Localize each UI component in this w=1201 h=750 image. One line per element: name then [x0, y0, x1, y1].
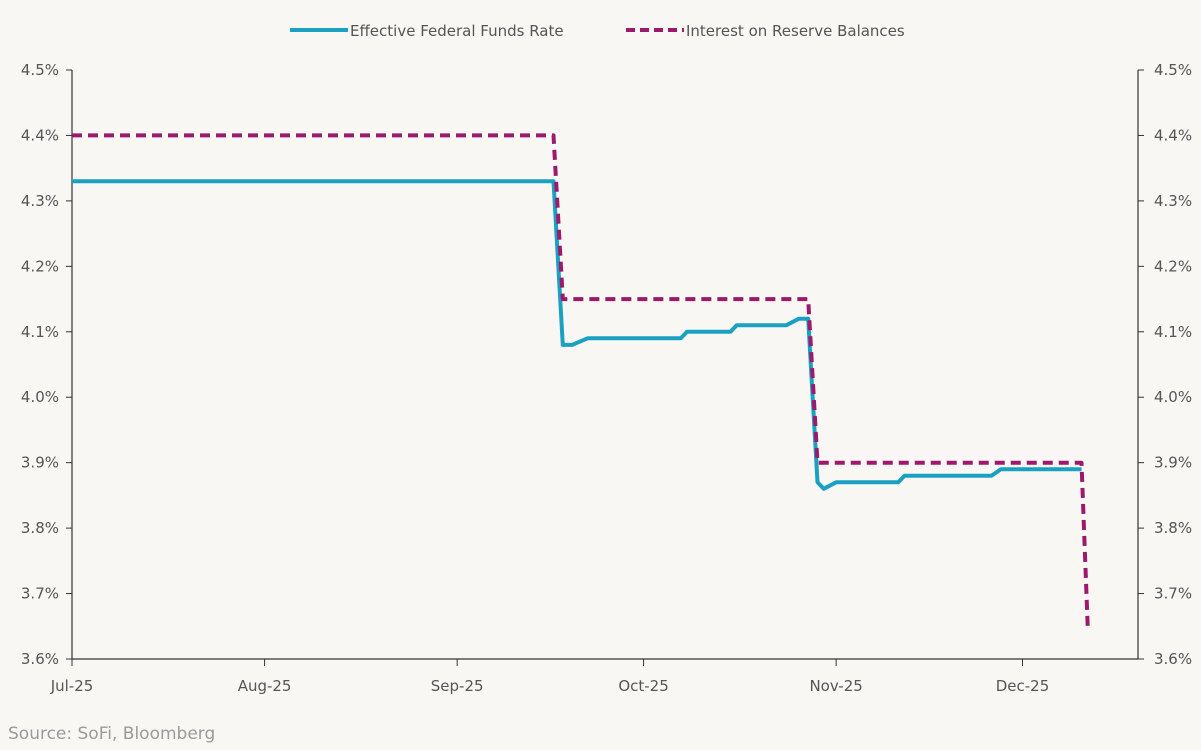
y-tick-label-left: 3.6%: [21, 650, 59, 668]
y-tick-label-left: 4.4%: [21, 126, 59, 144]
y-tick-label-right: 3.9%: [1154, 454, 1192, 472]
y-tick-label-right: 3.6%: [1154, 650, 1192, 668]
y-tick-label-left: 3.8%: [21, 519, 59, 537]
line-chart: Effective Federal Funds Rate Interest on…: [21, 22, 1192, 695]
x-tick-label: Jul-25: [50, 677, 94, 695]
y-axis-left-labels: 3.6% 3.7% 3.8% 3.9% 4.0% 4.1% 4.2% 4.3% 4.4% 4.5%: [21, 61, 59, 668]
y-tick-label-left: 3.9%: [21, 454, 59, 472]
x-tick-label: Nov-25: [809, 677, 862, 695]
x-axis-labels: Jul-25 Aug-25 Sep-25 Oct-25 Nov-25 Dec-25: [50, 677, 1050, 695]
legend-label-iorb: Interest on Reserve Balances: [686, 22, 905, 40]
y-tick-label-right: 4.4%: [1154, 126, 1192, 144]
chart-series: [72, 133, 1090, 627]
y-tick-label-right: 3.8%: [1154, 519, 1192, 537]
chart-legend: Effective Federal Funds Rate Interest on…: [290, 22, 905, 40]
y-tick-label-left: 4.2%: [21, 257, 59, 275]
source-note: Source: SoFi, Bloomberg: [8, 724, 216, 744]
legend-label-effr: Effective Federal Funds Rate: [350, 22, 564, 40]
chart-axes: [66, 69, 1144, 666]
series-line-effective-federal-funds-rate: [72, 179, 1082, 491]
y-axis-right-labels: 3.6% 3.7% 3.8% 3.9% 4.0% 4.1% 4.2% 4.3% 4.4% 4.5%: [1154, 61, 1192, 668]
y-tick-label-right: 3.7%: [1154, 585, 1192, 603]
x-tick-label: Aug-25: [238, 677, 292, 695]
y-tick-label-right: 4.0%: [1154, 388, 1192, 406]
x-tick-label: Sep-25: [431, 677, 484, 695]
series-line-interest-on-reserve-balances: [72, 133, 1090, 627]
y-tick-label-right: 4.5%: [1154, 61, 1192, 79]
y-tick-label-right: 4.2%: [1154, 257, 1192, 275]
y-tick-label-right: 4.1%: [1154, 323, 1192, 341]
y-tick-label-left: 4.1%: [21, 323, 59, 341]
y-tick-label-right: 4.3%: [1154, 192, 1192, 210]
y-tick-label-left: 3.7%: [21, 585, 59, 603]
x-tick-label: Dec-25: [996, 677, 1050, 695]
y-tick-label-left: 4.3%: [21, 192, 59, 210]
y-tick-label-left: 4.0%: [21, 388, 59, 406]
y-tick-label-left: 4.5%: [21, 61, 59, 79]
x-tick-label: Oct-25: [618, 677, 668, 695]
